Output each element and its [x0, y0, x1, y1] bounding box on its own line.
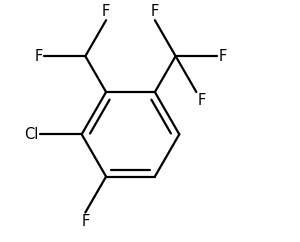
Text: Cl: Cl	[25, 127, 39, 142]
Text: F: F	[151, 4, 159, 19]
Text: F: F	[34, 49, 43, 64]
Text: F: F	[81, 214, 89, 229]
Text: F: F	[102, 4, 110, 19]
Text: F: F	[198, 93, 206, 108]
Text: F: F	[218, 49, 226, 64]
